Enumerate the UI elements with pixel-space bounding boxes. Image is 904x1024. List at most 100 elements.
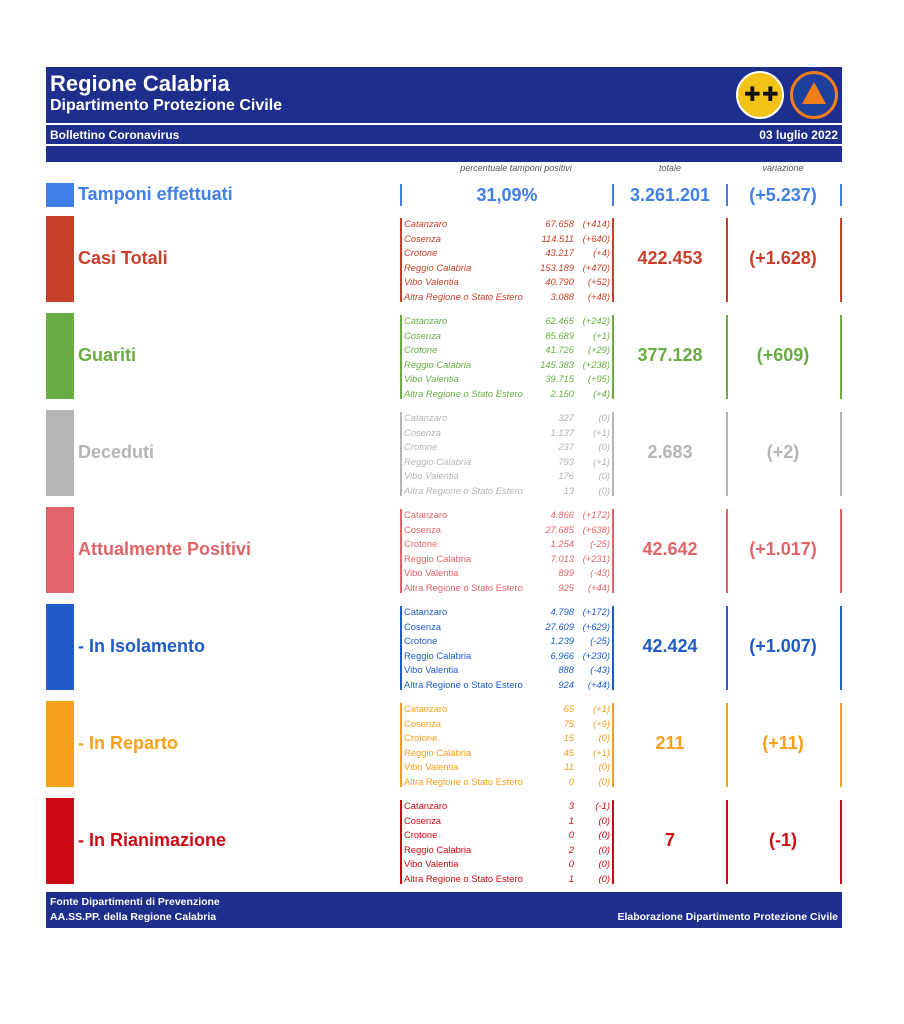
province-name: Vibo Valentia [404, 858, 459, 869]
section-color-swatch [46, 798, 74, 884]
province-value: 6.966 [550, 649, 574, 661]
province-value: 67.658 [545, 218, 574, 229]
province-row: Cosenza 114.511 (+640) [404, 232, 610, 247]
province-row: Reggio Calabria 6.966 (+230) [404, 649, 610, 664]
province-delta: (+29) [587, 344, 610, 355]
section-row: Deceduti Catanzaro 327 (0) Cosenza 1.137 (+1) C… [46, 406, 842, 503]
province-delta: (+1) [593, 426, 610, 438]
province-value: 75 [563, 717, 574, 729]
province-row: Altra Regione o Stato Estero 924 (+44) [404, 678, 610, 693]
province-delta: (+629) [582, 620, 610, 632]
province-value: 3.088 [550, 290, 574, 302]
section-change: (+1.628) [749, 248, 817, 268]
province-value: 11 [564, 761, 574, 772]
province-row: Reggio Calabria 145.383 (+238) [404, 358, 610, 373]
section-change: (+2) [766, 442, 800, 462]
province-value: 1 [568, 814, 574, 826]
section-change: (+609) [756, 345, 810, 365]
divider [840, 315, 842, 399]
section-label: - In Reparto [78, 733, 179, 753]
province-delta: (-25) [590, 538, 610, 549]
province-value: 793 [558, 455, 574, 467]
divider [726, 703, 728, 787]
province-value: 888 [558, 664, 574, 675]
province-row: Catanzaro 62.465 (+242) [404, 314, 610, 329]
divider [726, 412, 728, 496]
province-delta: (0) [598, 761, 610, 772]
divider [840, 218, 842, 302]
province-value: 899 [558, 567, 574, 578]
tests-change: (+5.237) [749, 185, 817, 205]
province-row: Catanzaro 4.866 (+172) [404, 508, 610, 523]
province-delta: (0) [598, 441, 610, 452]
section-change: (+11) [762, 733, 804, 753]
section-row: - In Reparto Catanzaro 65 (+1) Cosenza 75 (+9)… [46, 697, 842, 794]
province-row: Cosenza 1 (0) [404, 814, 610, 829]
province-delta: (+172) [582, 606, 610, 617]
province-delta: (+1) [593, 746, 610, 758]
divider [612, 800, 614, 884]
province-row: Vibo Valentia 0 (0) [404, 857, 610, 872]
province-name: Crotone [404, 538, 438, 549]
province-value: 1 [568, 872, 574, 884]
column-headers: percentuale tamponi positivi totale vari… [46, 162, 842, 176]
province-value: 13 [563, 484, 574, 496]
province-value: 62.465 [545, 315, 574, 326]
section-total: 42.424 [642, 636, 698, 656]
tests-total: 3.261.201 [629, 185, 711, 205]
divider [400, 606, 402, 690]
province-name: Crotone [404, 732, 438, 743]
total-header: totale [658, 163, 682, 173]
province-value: 327 [558, 412, 574, 423]
province-value: 1.239 [550, 635, 574, 646]
province-value: 43.217 [545, 247, 574, 258]
province-name: Cosenza [404, 814, 442, 826]
section-row: Attualmente Positivi Catanzaro 4.866 (+172)… [46, 503, 842, 600]
province-name: Altra Regione o Stato Estero [404, 775, 523, 787]
section-total: 211 [655, 733, 685, 753]
bulletin-title: Bollettino Coronavirus [50, 127, 180, 142]
divider [726, 184, 728, 206]
province-value: 85.689 [545, 329, 574, 341]
province-delta: (0) [598, 732, 610, 743]
section-change: (-1) [769, 830, 797, 850]
tests-label: Tamponi effettuati [78, 184, 233, 204]
province-name: Vibo Valentia [404, 276, 459, 287]
province-value: 40.790 [545, 276, 574, 287]
province-value: 1.254 [550, 538, 574, 549]
province-delta: (+44) [587, 581, 610, 593]
province-row: Catanzaro 67.658 (+414) [404, 217, 610, 232]
section-color-swatch [46, 507, 74, 593]
divider [612, 509, 614, 593]
province-value: 1.137 [550, 426, 574, 438]
province-name: Catanzaro [404, 509, 448, 520]
province-name: Vibo Valentia [404, 761, 459, 772]
section-label: - In Rianimazione [78, 830, 227, 850]
province-delta: (0) [598, 872, 610, 884]
section-row: Casi Totali Catanzaro 67.658 (+414) Cosenza 1… [46, 212, 842, 309]
province-name: Crotone [404, 635, 438, 646]
province-delta: (0) [598, 843, 610, 855]
province-delta: (+172) [582, 509, 610, 520]
province-delta: (+4) [593, 387, 610, 399]
credit: Elaborazione Dipartimento Protezione Civ… [617, 911, 838, 923]
province-value: 153.189 [540, 261, 574, 273]
province-delta: (-25) [590, 635, 610, 646]
region-title: Regione Calabria [50, 71, 230, 96]
province-name: Catanzaro [404, 315, 448, 326]
province-row: Vibo Valentia 176 (0) [404, 469, 610, 484]
divider [612, 412, 614, 496]
province-delta: (0) [598, 829, 610, 840]
province-delta: (0) [598, 412, 610, 423]
province-delta: (-43) [590, 664, 610, 675]
province-delta: (+238) [582, 358, 610, 370]
province-value: 2.150 [550, 387, 574, 399]
positivity-header: percentuale tamponi positivi [460, 163, 572, 173]
province-name: Catanzaro [404, 800, 448, 811]
province-row: Altra Regione o Stato Estero 1 (0) [404, 872, 610, 887]
province-value: 924 [558, 678, 574, 690]
province-name: Cosenza [404, 717, 442, 729]
province-value: 176 [558, 470, 574, 481]
province-name: Catanzaro [404, 606, 448, 617]
province-name: Crotone [404, 344, 438, 355]
